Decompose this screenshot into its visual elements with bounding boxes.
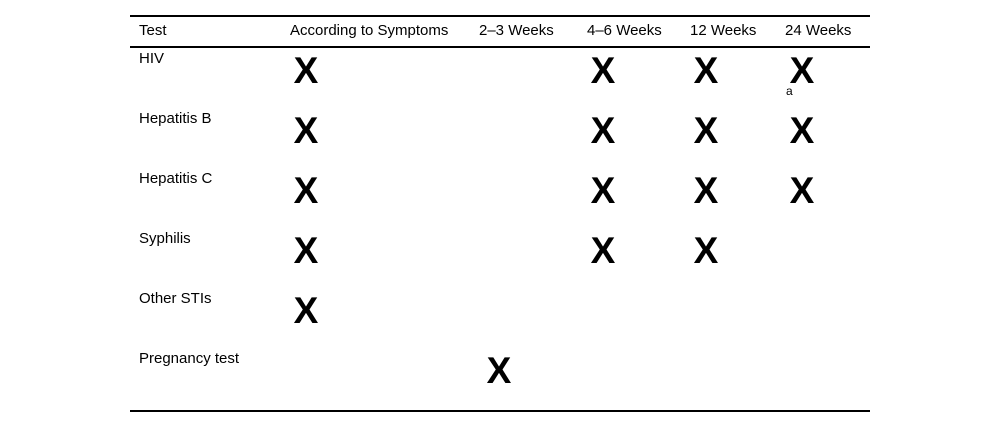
- column-header-4-6-weeks: 4–6 Weeks: [587, 22, 662, 39]
- x-mark: X: [789, 170, 815, 211]
- column-header-according-to-symptoms: According to Symptoms: [290, 22, 449, 39]
- column-header-24-weeks: 24 Weeks: [785, 22, 852, 39]
- x-mark: X: [293, 110, 319, 151]
- x-mark: X: [486, 350, 512, 391]
- table-bottom-rule: [130, 410, 870, 412]
- x-mark: X: [293, 50, 319, 91]
- x-mark: X: [789, 50, 815, 91]
- footnote-marker: a: [786, 84, 793, 98]
- column-header-12-weeks: 12 Weeks: [690, 22, 757, 39]
- row-label: Other STIs: [139, 290, 212, 307]
- x-mark: X: [293, 170, 319, 211]
- table-row-other-stis: Other STIs X: [0, 284, 1000, 344]
- x-mark: X: [693, 230, 719, 271]
- x-mark: X: [590, 50, 616, 91]
- table-row-hepatitis-b: Hepatitis B X X X X: [0, 104, 1000, 164]
- row-label: Pregnancy test: [139, 350, 240, 367]
- table-row-hiv: HIV X X X X a: [0, 44, 1000, 104]
- x-mark: X: [293, 290, 319, 331]
- table-row-pregnancy-test: Pregnancy test X: [0, 344, 1000, 404]
- x-mark: X: [590, 170, 616, 211]
- row-label: Hepatitis B: [139, 110, 212, 127]
- table-header-rule: [130, 46, 870, 48]
- x-mark: X: [293, 230, 319, 271]
- table-row-hepatitis-c: Hepatitis C X X X X: [0, 164, 1000, 224]
- x-mark: X: [789, 110, 815, 151]
- column-header-test: Test: [139, 22, 167, 39]
- x-mark: X: [693, 170, 719, 211]
- x-mark: X: [693, 50, 719, 91]
- column-header-2-3-weeks: 2–3 Weeks: [479, 22, 554, 39]
- row-label: Syphilis: [139, 230, 191, 247]
- table-row-syphilis: Syphilis X X X: [0, 224, 1000, 284]
- x-mark: X: [590, 230, 616, 271]
- table-top-rule: [130, 15, 870, 17]
- row-label: Hepatitis C: [139, 170, 213, 187]
- row-label: HIV: [139, 50, 165, 67]
- x-mark: X: [590, 110, 616, 151]
- x-mark: X: [693, 110, 719, 151]
